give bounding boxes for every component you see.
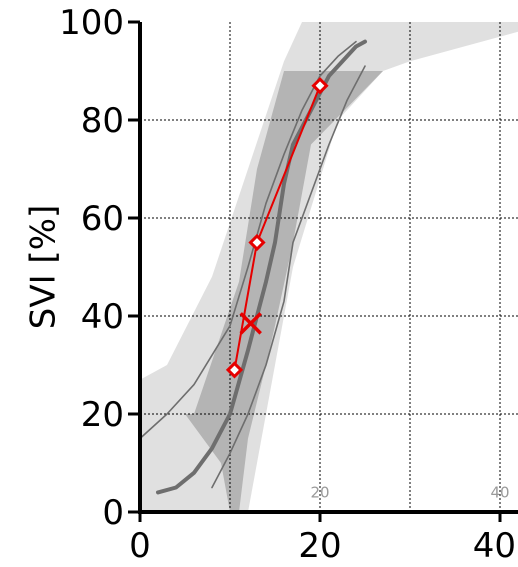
cross-stroke (239, 312, 262, 335)
reference-curve (156, 39, 367, 495)
y-tick-label: 20 (81, 395, 124, 435)
y-tick-label: 100 (59, 3, 124, 43)
gridlines (140, 22, 518, 512)
data-series (225, 77, 329, 379)
x-tick-label: 0 (129, 526, 151, 566)
data-point (248, 233, 266, 252)
inner-label: 40 (490, 483, 509, 501)
x-tick-labels: 0 20 40 (129, 526, 516, 566)
y-tick-label: 80 (81, 101, 124, 141)
inner-labels: 20 40 (310, 483, 509, 501)
y-tick-label: 60 (81, 199, 124, 239)
reference-curve (211, 65, 366, 489)
y-tick-label: 40 (81, 297, 124, 337)
plot-area: 20 40 (128, 20, 518, 522)
inner-label: 20 (310, 483, 329, 501)
x-tick-label: 20 (298, 526, 341, 566)
y-tick-labels: 0 20 40 60 80 100 (59, 3, 124, 533)
y-axis-title: SVI [%] (24, 205, 64, 330)
data-point (311, 77, 329, 95)
cross-marker (239, 312, 262, 335)
y-tick-label: 0 (102, 493, 124, 533)
axes (128, 20, 518, 522)
data-point (225, 361, 244, 379)
x-tick-label: 40 (473, 526, 516, 566)
